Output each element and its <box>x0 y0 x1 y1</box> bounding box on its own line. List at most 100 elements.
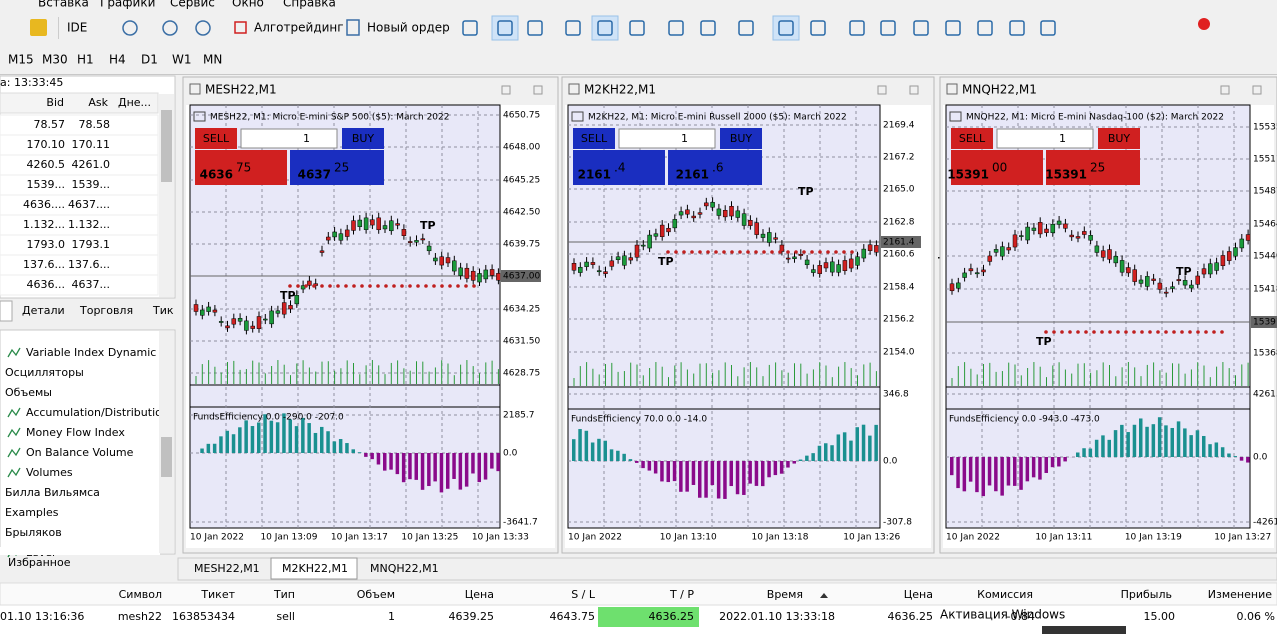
candle <box>609 260 615 267</box>
buy-price-box[interactable] <box>290 150 384 185</box>
toolbar-icon[interactable] <box>977 20 993 36</box>
toolbar-icon[interactable] <box>629 20 645 36</box>
tab[interactable]: Тик <box>152 304 174 317</box>
toolbar-icon[interactable] <box>778 20 794 36</box>
toolbar-icon[interactable] <box>738 20 754 36</box>
candle <box>439 256 444 266</box>
toolbar-icon[interactable] <box>945 20 961 36</box>
lot-box[interactable] <box>996 128 1094 149</box>
timeframe-button[interactable]: M15 <box>8 53 34 67</box>
window-button[interactable] <box>533 85 543 95</box>
navigator-item[interactable]: Variable Index Dynamic A <box>26 346 168 359</box>
menu-item[interactable]: Справка <box>283 0 336 10</box>
navigator-item[interactable]: Accumulation/Distributio <box>26 406 162 419</box>
timeframe-button[interactable]: W1 <box>172 53 192 67</box>
bid: 4636... <box>27 278 65 291</box>
histogram-bar <box>427 453 431 487</box>
candle <box>836 264 841 273</box>
histogram-bar <box>572 439 576 461</box>
candle <box>445 257 451 264</box>
chart-tab[interactable]: MNQH22,M1 <box>370 562 439 575</box>
window-button[interactable] <box>909 85 919 95</box>
chart-tab[interactable]: MESH22,M1 <box>194 562 260 575</box>
navigator-item[interactable]: Money Flow Index <box>26 426 125 439</box>
sell-button[interactable] <box>573 128 615 149</box>
histogram-bar <box>439 453 444 493</box>
price-label: 4628.75 <box>503 369 540 379</box>
timeframe-button[interactable]: H1 <box>77 53 94 67</box>
sell-button[interactable] <box>195 128 237 149</box>
market-watch-time: а: 13:33:45 <box>0 76 63 89</box>
level-dot <box>1076 330 1080 334</box>
buy-price-box[interactable] <box>1046 150 1140 185</box>
ask: 1793.1 <box>72 238 111 251</box>
sell-price-box[interactable] <box>951 150 1043 185</box>
sell-price-box[interactable] <box>573 150 665 185</box>
toolbar-button[interactable]: Новый ордер <box>367 21 450 35</box>
sell-button[interactable] <box>951 128 993 149</box>
candle <box>225 325 230 329</box>
toolbar-icon[interactable] <box>1040 20 1056 36</box>
toolbar-icon[interactable] <box>700 20 716 36</box>
toolbar-button[interactable]: IDE <box>67 21 87 35</box>
buy-button[interactable] <box>720 128 762 149</box>
navigator-item[interactable]: Брыляков <box>5 526 62 539</box>
buy-button[interactable] <box>342 128 384 149</box>
navigator-item[interactable]: On Balance Volume <box>26 446 134 459</box>
candle <box>1201 268 1207 275</box>
sell-price-box[interactable] <box>195 150 287 185</box>
candle <box>1000 246 1005 257</box>
timeframe-button[interactable]: D1 <box>141 53 158 67</box>
level-dot <box>1188 330 1192 334</box>
buy-price-box[interactable] <box>668 150 762 185</box>
window-button[interactable] <box>1252 85 1262 95</box>
navigator-item[interactable]: Volumes <box>26 466 73 479</box>
sell-price-big: .4 <box>614 161 625 175</box>
toolbar-icon[interactable] <box>913 20 929 36</box>
tab[interactable]: Торговля <box>79 304 133 317</box>
toolbar-icon[interactable] <box>462 20 478 36</box>
candle <box>798 254 804 256</box>
candle <box>716 208 722 216</box>
navigator-item[interactable]: Объемы <box>5 386 52 399</box>
menu-item[interactable]: Сервис <box>170 0 215 10</box>
time-label: 10 Jan 13:09 <box>260 533 317 543</box>
window-button[interactable] <box>877 85 887 95</box>
navigator-item[interactable]: Билла Вильямса <box>5 486 100 499</box>
separator <box>0 74 1277 75</box>
candle <box>256 316 262 329</box>
chart-tab[interactable]: M2KH22,M1 <box>282 562 348 575</box>
navigator-item[interactable]: Examples <box>5 506 59 519</box>
toolbar-icon[interactable] <box>565 20 581 36</box>
tab[interactable]: Детали <box>22 304 65 317</box>
toolbar-button[interactable]: Алготрейдинг <box>254 21 344 35</box>
lot-box[interactable] <box>618 128 716 149</box>
candle <box>237 318 243 322</box>
candle <box>722 209 728 218</box>
menu-item[interactable]: Вставка <box>38 0 89 10</box>
buy-button[interactable] <box>1098 128 1140 149</box>
tp-label: TP <box>1176 265 1192 278</box>
histogram-bar <box>231 434 236 453</box>
toolbar-icon[interactable] <box>810 20 826 36</box>
toolbar-icon[interactable] <box>497 20 513 36</box>
toolbar-icon[interactable] <box>597 20 613 36</box>
histogram-bar <box>1233 456 1237 457</box>
timeframe-button[interactable]: M30 <box>42 53 68 67</box>
lot-box[interactable] <box>240 128 338 149</box>
toolbar-icon[interactable] <box>880 20 896 36</box>
menu-item[interactable]: Окно <box>232 0 264 10</box>
histogram-bar <box>269 420 274 453</box>
tab[interactable]: Избранное <box>8 556 71 569</box>
timeframe-button[interactable]: MN <box>203 53 222 67</box>
navigator-item[interactable]: Осцилляторы <box>5 366 84 379</box>
cell: 01.10 13:16:36 <box>0 610 84 623</box>
window-button[interactable] <box>501 85 511 95</box>
toolbar-icon[interactable] <box>527 20 543 36</box>
window-button[interactable] <box>1220 85 1230 95</box>
menu-item[interactable]: Графики <box>100 0 155 10</box>
toolbar-icon[interactable] <box>668 20 684 36</box>
timeframe-button[interactable]: H4 <box>109 53 126 67</box>
toolbar-icon[interactable] <box>849 20 865 36</box>
toolbar-icon[interactable] <box>1009 20 1025 36</box>
